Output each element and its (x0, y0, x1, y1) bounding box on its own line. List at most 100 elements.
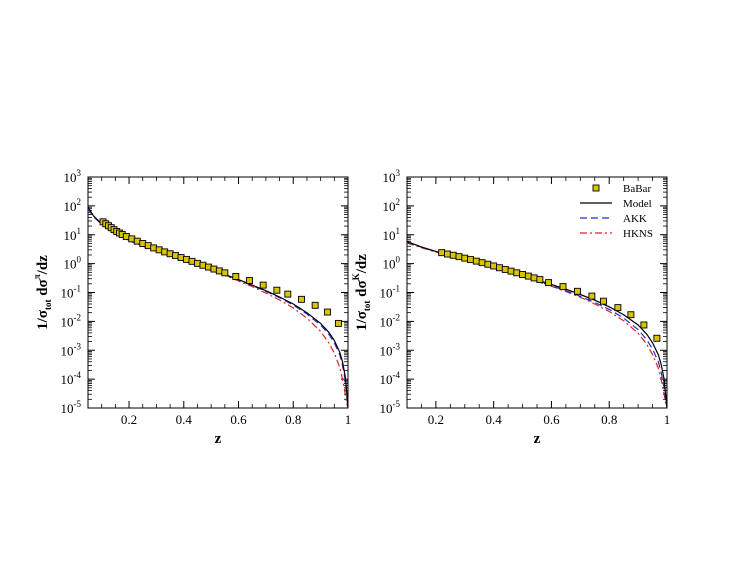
y-tick-label: 10-2 (61, 312, 82, 329)
data-point-babar (311, 301, 319, 309)
data-point-babar (438, 249, 446, 257)
y-tick-base: 10 (64, 199, 77, 214)
legend-label-model: Model (623, 198, 652, 210)
y-tick-exponent: 3 (77, 168, 82, 178)
y-tick-label: 101 (64, 226, 82, 243)
y-tick-exponent: -2 (393, 312, 401, 322)
data-point-babar (559, 283, 567, 291)
y-tick-base: 10 (64, 228, 77, 243)
y-title-superscript: K (351, 273, 361, 280)
y-tick-base: 10 (61, 372, 74, 387)
y-tick-base: 10 (383, 170, 396, 185)
y-axis-title: 1/σtot dσπ/dz (32, 255, 53, 330)
y-tick-exponent: -3 (393, 341, 401, 351)
y-tick-label: 102 (383, 197, 401, 214)
data-point-babar (524, 272, 532, 280)
data-point-babar (443, 250, 451, 258)
y-tick-exponent: -4 (393, 370, 401, 380)
data-point-babar (273, 286, 281, 294)
data-point-babar (472, 257, 480, 265)
y-tick-label: 10-3 (61, 341, 82, 358)
data-point-babar (545, 279, 553, 287)
data-point-babar (484, 260, 492, 268)
legend-marker-babar (592, 184, 600, 192)
y-tick-label: 10-1 (61, 284, 82, 301)
y-tick-exponent: 0 (396, 255, 401, 265)
y-tick-exponent: -5 (393, 399, 401, 409)
legend-label-hkns: HKNS (623, 228, 653, 240)
data-point-babar (495, 264, 503, 272)
data-point-babar (478, 259, 486, 267)
data-point-babar (221, 269, 229, 277)
x-tick-label: 0.4 (486, 412, 503, 427)
data-point-babar (501, 265, 509, 273)
y-tick-base: 10 (61, 314, 74, 329)
y-title-superscript: π (32, 274, 42, 279)
y-tick-exponent: -5 (74, 399, 82, 409)
plot-area (407, 241, 667, 408)
y-tick-label: 10-1 (380, 284, 401, 301)
data-point-babar (455, 253, 463, 261)
y-tick-base: 10 (64, 257, 77, 272)
y-tick-base: 10 (61, 343, 74, 358)
y-title-part: 1/σ (354, 310, 370, 331)
x-tick-label: 1 (664, 412, 671, 427)
data-point-babar (298, 295, 305, 303)
data-point-babar (599, 297, 607, 305)
x-tick-label: 1 (345, 412, 352, 427)
data-point-babar (573, 287, 581, 295)
y-title-part: 1/σ (35, 309, 51, 330)
data-point-babar (507, 267, 515, 275)
y-tick-label: 102 (64, 197, 82, 214)
y-tick-label: 10-4 (380, 370, 401, 387)
data-point-babar (513, 269, 521, 277)
plot-area (88, 206, 348, 408)
y-tick-label: 10-5 (380, 399, 401, 416)
data-point-babar (449, 251, 457, 259)
x-tick-label: 0.8 (285, 412, 301, 427)
y-tick-base: 10 (380, 314, 393, 329)
x-tick-label: 0.6 (230, 412, 247, 427)
data-point-babar (467, 256, 475, 264)
y-title-subscript: tot (362, 301, 372, 312)
y-tick-label: 100 (383, 255, 401, 272)
data-point-babar (334, 319, 342, 327)
x-tick-label: 0.8 (601, 412, 617, 427)
y-tick-base: 10 (380, 372, 393, 387)
x-tick-label: 0.2 (428, 412, 444, 427)
y-tick-exponent: 3 (396, 168, 401, 178)
data-point-babar (653, 334, 661, 342)
data-point-babar (627, 311, 635, 319)
data-point-babar (640, 321, 648, 329)
legend-label-babar: BaBar (623, 183, 651, 195)
y-tick-exponent: -2 (74, 312, 82, 322)
y-tick-base: 10 (383, 257, 396, 272)
legend: BaBar Model AKK HKNS (580, 183, 653, 240)
y-tick-base: 10 (61, 286, 74, 301)
data-point-babar (490, 262, 498, 270)
y-tick-label: 10-4 (61, 370, 82, 387)
y-tick-label: 10-3 (380, 341, 401, 358)
y-tick-base: 10 (61, 401, 74, 416)
data-point-babar (536, 276, 544, 284)
y-tick-exponent: 2 (77, 197, 82, 207)
y-tick-base: 10 (380, 343, 393, 358)
y-tick-exponent: 1 (396, 226, 401, 236)
data-point-babar (284, 290, 292, 298)
y-tick-exponent: 2 (396, 197, 401, 207)
y-tick-label: 103 (64, 168, 82, 185)
y-title-part: dσ (354, 279, 370, 300)
y-tick-base: 10 (383, 228, 396, 243)
y-tick-base: 10 (383, 199, 396, 214)
x-tick-label: 0.2 (121, 412, 137, 427)
y-title-part: /dz (35, 255, 51, 276)
series-line-hkns (407, 242, 667, 408)
data-point-babar (614, 304, 622, 312)
data-point-babar (232, 272, 240, 280)
y-tick-exponent: -1 (393, 284, 401, 294)
plot-frame (406, 176, 668, 409)
legend-label-akk: AKK (623, 213, 647, 225)
